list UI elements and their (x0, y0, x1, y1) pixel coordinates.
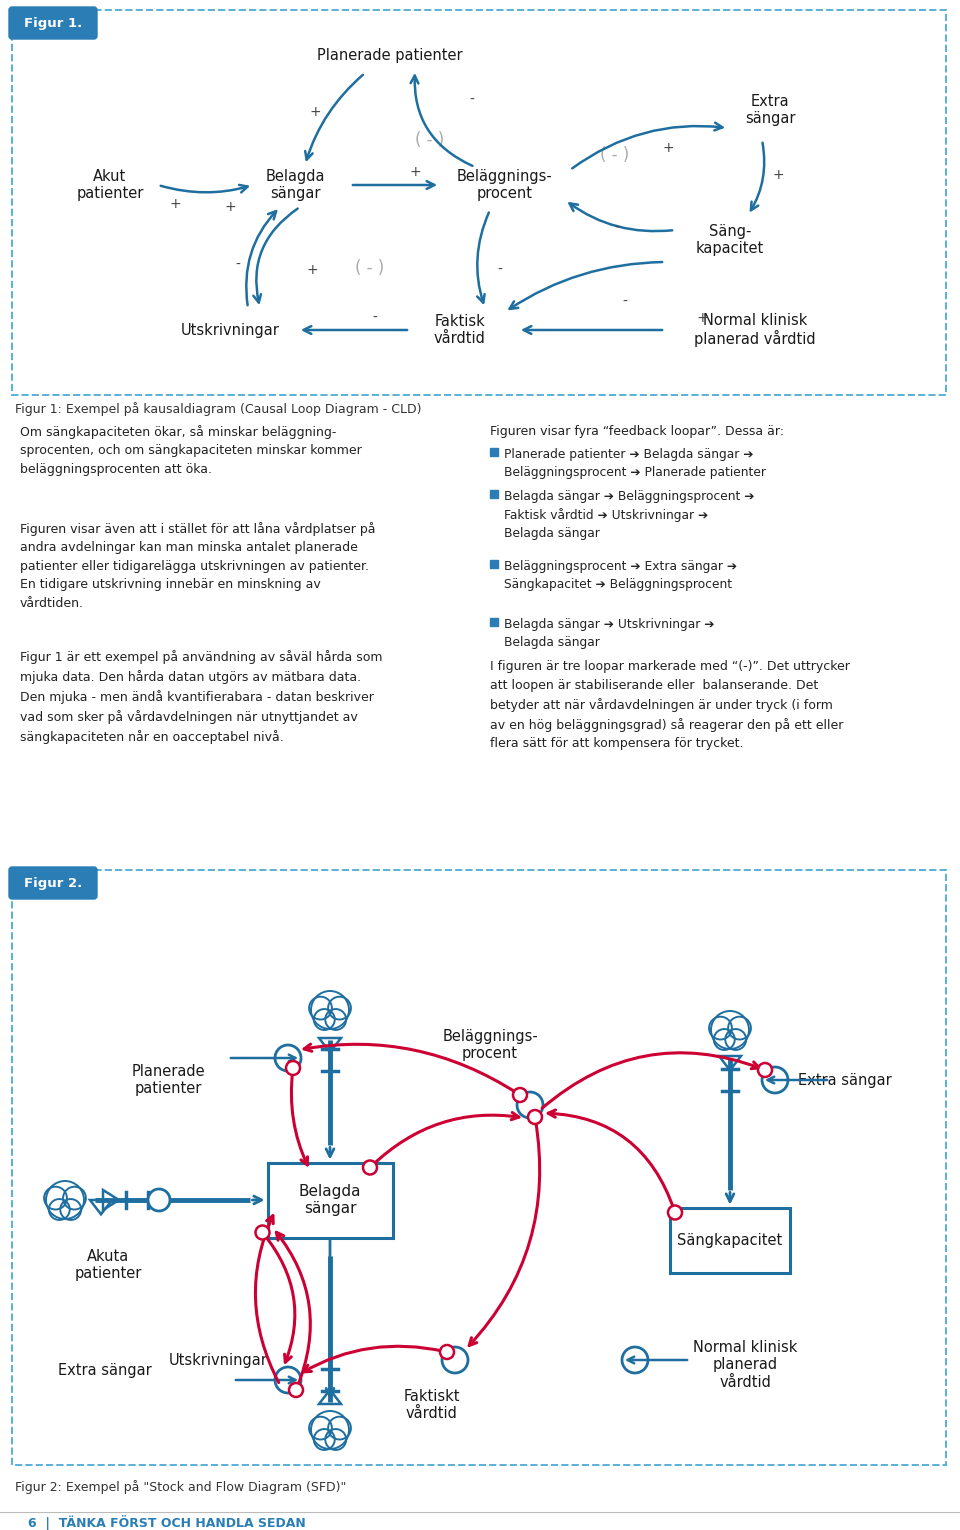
Bar (490, 560, 498, 568)
Text: -: - (235, 259, 240, 272)
Text: Normal klinisk
planerad vårdtid: Normal klinisk planerad vårdtid (694, 312, 816, 347)
Text: Belagda sängar ➔ Utskrivningar ➔
Belagda sängar: Belagda sängar ➔ Utskrivningar ➔ Belagda… (504, 618, 714, 649)
Text: Säng-
kapacitet: Säng- kapacitet (696, 223, 764, 256)
Circle shape (513, 1088, 527, 1102)
Circle shape (517, 1092, 543, 1118)
Text: Figur 1 är ett exempel på användning av såväl hårda som
mjuka data. Den hårda da: Figur 1 är ett exempel på användning av … (20, 650, 382, 744)
Text: +: + (409, 165, 420, 179)
Text: Planerade
patienter: Planerade patienter (132, 1063, 204, 1095)
Circle shape (363, 1160, 377, 1175)
Text: Beläggningsprocent ➔ Extra sängar ➔
Sängkapacitet ➔ Beläggningsprocent: Beläggningsprocent ➔ Extra sängar ➔ Säng… (504, 560, 737, 591)
Circle shape (440, 1345, 454, 1359)
Bar (490, 448, 498, 456)
FancyBboxPatch shape (9, 8, 97, 38)
Text: I figuren är tre loopar markerade med “(-)”. Det uttrycker
att loopen är stabili: I figuren är tre loopar markerade med “(… (490, 659, 850, 750)
Text: Akuta
patienter: Akuta patienter (74, 1248, 142, 1281)
Circle shape (275, 1045, 301, 1071)
Circle shape (442, 1346, 468, 1372)
Text: +: + (772, 168, 783, 182)
Text: Sängkapacitet: Sängkapacitet (678, 1233, 782, 1247)
FancyBboxPatch shape (9, 868, 97, 900)
Bar (12, 871, 946, 1466)
Text: Utskrivningar: Utskrivningar (169, 1353, 268, 1368)
Circle shape (289, 1383, 303, 1397)
Text: Figuren visar fyra “feedback loopar”. Dessa är:: Figuren visar fyra “feedback loopar”. De… (490, 425, 784, 438)
Bar (268, 1163, 393, 1238)
Text: -: - (614, 220, 619, 236)
Text: ( - ): ( - ) (416, 132, 444, 148)
Text: Faktisk
vårdtid: Faktisk vårdtid (434, 314, 486, 346)
Circle shape (148, 1189, 170, 1212)
Text: -: - (469, 93, 474, 107)
Text: Normal klinisk
planerad
vårdtid: Normal klinisk planerad vårdtid (693, 1340, 797, 1389)
Circle shape (275, 1366, 301, 1392)
Text: Planerade patienter: Planerade patienter (317, 47, 463, 63)
Circle shape (758, 1063, 772, 1077)
Text: -: - (372, 311, 377, 324)
Text: +: + (306, 263, 318, 277)
Text: Akut
patienter: Akut patienter (76, 168, 144, 202)
Text: ( - ): ( - ) (600, 145, 630, 164)
Text: Beläggnings-
procent: Beläggnings- procent (457, 168, 553, 202)
Circle shape (255, 1226, 270, 1239)
Text: +: + (225, 200, 236, 214)
Circle shape (528, 1109, 542, 1125)
Circle shape (762, 1066, 788, 1092)
Text: Figur 2.: Figur 2. (24, 877, 83, 889)
Bar (12, 11, 946, 395)
Text: +: + (696, 311, 708, 324)
Text: Om sängkapaciteten ökar, så minskar beläggning-
sprocenten, och om sängkapacitet: Om sängkapaciteten ökar, så minskar belä… (20, 425, 362, 476)
Text: Utskrivningar: Utskrivningar (180, 323, 279, 338)
Text: Belagda
sängar: Belagda sängar (299, 1184, 361, 1216)
Text: -: - (623, 295, 628, 309)
Text: Extra sängar: Extra sängar (59, 1363, 152, 1377)
Text: Extra
sängar: Extra sängar (745, 93, 795, 125)
Text: Figur 1: Exempel på kausaldiagram (Causal Loop Diagram - CLD): Figur 1: Exempel på kausaldiagram (Causa… (15, 402, 421, 416)
Text: Planerade patienter ➔ Belagda sängar ➔
Beläggningsprocent ➔ Planerade patienter: Planerade patienter ➔ Belagda sängar ➔ B… (504, 448, 766, 479)
Text: Beläggnings-
procent: Beläggnings- procent (443, 1028, 538, 1062)
Text: +: + (309, 106, 321, 119)
Text: Faktiskt
vårdtid: Faktiskt vårdtid (404, 1389, 460, 1421)
Text: Belagda
sängar: Belagda sängar (265, 168, 324, 202)
Text: Extra sängar: Extra sängar (798, 1073, 892, 1088)
Circle shape (286, 1060, 300, 1076)
Text: +: + (662, 141, 674, 155)
Bar (490, 618, 498, 626)
Bar (490, 490, 498, 497)
Text: Figur 2: Exempel på "Stock and Flow Diagram (SFD)": Figur 2: Exempel på "Stock and Flow Diag… (15, 1480, 347, 1493)
Text: 6  |  TÄNKA FÖRST OCH HANDLA SEDAN: 6 | TÄNKA FÖRST OCH HANDLA SEDAN (28, 1515, 305, 1530)
Text: +: + (169, 197, 180, 211)
Text: Figur 1.: Figur 1. (24, 17, 83, 29)
Circle shape (622, 1346, 648, 1372)
Text: Belagda sängar ➔ Beläggningsprocent ➔
Faktisk vårdtid ➔ Utskrivningar ➔
Belagda : Belagda sängar ➔ Beläggningsprocent ➔ Fa… (504, 490, 755, 540)
Circle shape (668, 1206, 682, 1219)
Bar (670, 1207, 790, 1273)
Text: Figuren visar även att i stället för att låna vårdplatser på
andra avdelningar k: Figuren visar även att i stället för att… (20, 522, 375, 610)
Text: -: - (497, 263, 502, 277)
Text: ( - ): ( - ) (355, 259, 385, 277)
